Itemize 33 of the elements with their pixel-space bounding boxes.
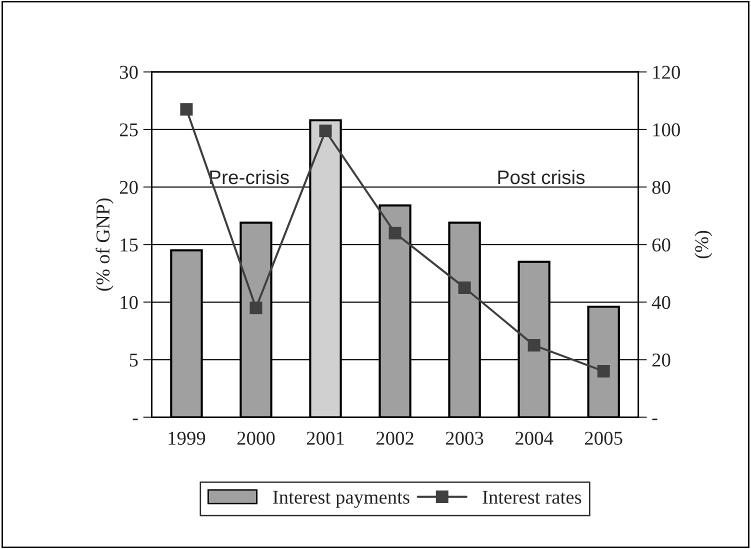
y2-tick-label: 20: [652, 354, 670, 367]
y-tick-label: 20: [120, 180, 138, 194]
x-tick-label: 2003: [446, 432, 484, 445]
y2-tick-label: 40: [652, 296, 670, 310]
x-tick-label: 2000: [237, 432, 275, 445]
y2-tick-label: 80: [652, 180, 670, 194]
x-tick-label: 1999: [168, 432, 206, 445]
point: [388, 226, 402, 240]
point: [250, 302, 262, 314]
point: [528, 339, 540, 352]
y-tick-label: 30: [120, 66, 138, 79]
y2-axis-title: (%): [694, 230, 712, 258]
x-tick-label: 2002: [376, 432, 414, 445]
y-tick-label: 10: [120, 296, 138, 310]
y-tick-label: 5: [130, 354, 138, 367]
y-axis-title: (% of GNP): [96, 198, 114, 291]
point: [597, 364, 610, 378]
y2-tick-label: 120: [653, 66, 680, 79]
y-tick-label: 25: [120, 123, 138, 136]
x-tick-label: 2004: [515, 432, 554, 445]
y2-tick-label: 60: [652, 238, 670, 252]
point: [319, 124, 332, 138]
y2-tick-label: 100: [653, 123, 680, 136]
point: [180, 103, 193, 116]
y-tick-label: 15: [120, 238, 138, 252]
legend-label: Interest payments: [273, 490, 410, 508]
x-tick-label: 2001: [306, 432, 344, 445]
x-tick-label: 2005: [585, 432, 622, 445]
y-tick-label: -: [132, 418, 138, 420]
annotation: Post crisis: [498, 170, 585, 184]
y2-tick-label: -: [652, 418, 658, 420]
point: [458, 281, 471, 294]
legend-label: Interest rates: [482, 490, 582, 504]
